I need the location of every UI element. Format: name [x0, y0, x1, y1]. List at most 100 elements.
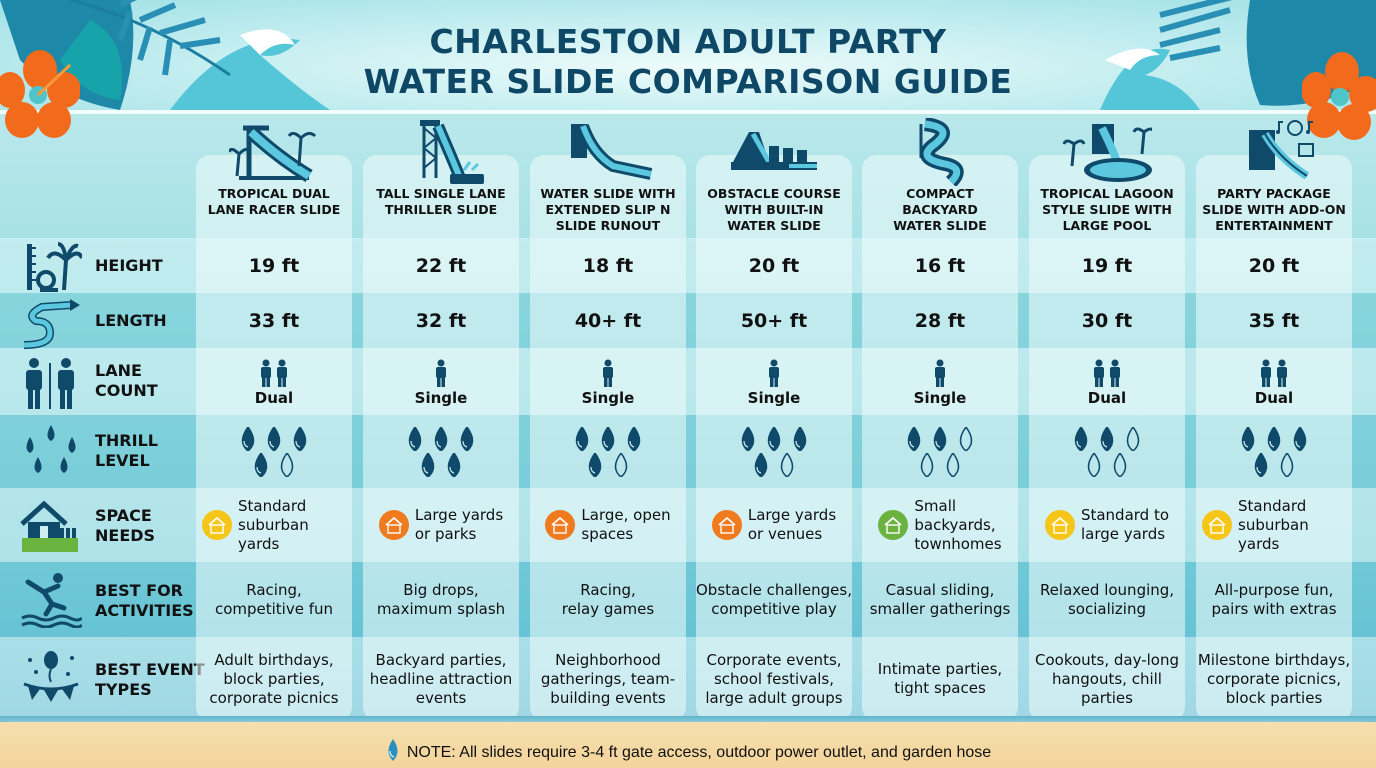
- length-value: 35 ft: [1248, 309, 1300, 332]
- lane-count-cell: Dual: [196, 352, 352, 414]
- header-divider: [0, 110, 1376, 114]
- row-label-height: HEIGHT: [95, 256, 163, 275]
- person-icon: [434, 359, 448, 387]
- space-needs-text: Standard suburban yards: [238, 496, 309, 553]
- house-badge-icon: [711, 510, 742, 540]
- best-for-activities-text: Racing, competitive fun: [214, 580, 334, 618]
- space-needs-cell: Small backyards, townhomes: [862, 490, 1018, 560]
- best-event-types-text: Adult birthdays, block parties, corporate …: [209, 650, 339, 707]
- best-event-types-text: Corporate events, school festivals, large …: [705, 650, 843, 707]
- house-badge-icon: [202, 510, 232, 540]
- lane-count-value: Single: [414, 389, 468, 407]
- length-value: 30 ft: [1081, 309, 1133, 332]
- best-event-types-text: Cookouts, day-long hangouts, chill parties: [1034, 650, 1179, 707]
- person-icon: [259, 359, 289, 387]
- person-icon: [1092, 359, 1122, 387]
- space-needs-cell: Standard suburban yards: [196, 490, 352, 560]
- space-needs-cell: Standard to large yards: [1029, 490, 1185, 560]
- water-drop-icon: [1072, 427, 1142, 477]
- wave-edge: [0, 716, 1376, 726]
- slide-name: COMPACT BACKYARD WATER SLIDE: [893, 186, 987, 233]
- lane-count-cell: Single: [696, 352, 852, 414]
- row-label-best-for-activities: BEST FOR ACTIVITIES: [95, 581, 194, 620]
- party-package-slide-icon: [1249, 120, 1314, 180]
- lane-count-value: Dual: [254, 389, 294, 407]
- best-event-types-text: Neighborhood gatherings, team-building ev…: [540, 650, 676, 707]
- row-label-thrill-level: THRILL LEVEL: [95, 431, 158, 470]
- activities-slider-splash-icon: [21, 573, 82, 628]
- thrill-level-cell: [862, 418, 1018, 486]
- slide-name: TALL SINGLE LANE THRILLER SLIDE: [376, 186, 506, 217]
- height-value: 18 ft: [582, 254, 634, 277]
- thrill-level-cell: [696, 418, 852, 486]
- best-for-activities-text: Casual sliding, smaller gatherings: [869, 580, 1011, 618]
- lane-count-value: Single: [747, 389, 801, 407]
- best-for-activities-text: Obstacle challenges, competitive play: [696, 580, 852, 618]
- footer-note: NOTE: All slides require 3-4 ft gate acc…: [0, 739, 1376, 762]
- space-needs-cell: Large yards or venues: [696, 490, 852, 560]
- length-value: 32 ft: [415, 309, 467, 332]
- space-needs-text: Small backyards, townhomes: [914, 496, 1002, 553]
- best-for-activities-text: Racing, relay games: [561, 580, 655, 618]
- sand-footer: [0, 722, 1376, 768]
- hibiscus-flower-left-icon: [0, 50, 80, 138]
- thrill-level-cell: [1196, 418, 1352, 486]
- height-value: 19 ft: [1081, 254, 1133, 277]
- lane-count-value: Single: [581, 389, 635, 407]
- house-badge-icon: [545, 510, 576, 540]
- house-badge-icon: [1202, 510, 1232, 540]
- water-drop-icon: [1239, 427, 1309, 477]
- lane-count-cell: Dual: [1196, 352, 1352, 414]
- height-value: 22 ft: [415, 254, 467, 277]
- thrill-level-cell: [1029, 418, 1185, 486]
- footer-note-text: NOTE: All slides require 3-4 ft gate acc…: [406, 744, 992, 761]
- slide-name: PARTY PACKAGE SLIDE WITH ADD-ON ENTERTAINM…: [1202, 186, 1346, 233]
- height-value: 20 ft: [748, 254, 800, 277]
- lane-count-cell: Dual: [1029, 352, 1185, 414]
- compact-spiral-slide-icon: [919, 118, 964, 186]
- space-needs-text: Standard suburban yards: [1238, 496, 1309, 553]
- hibiscus-flower-right-icon: [1302, 52, 1376, 140]
- house-badge-icon: [1044, 510, 1075, 540]
- person-icon: [767, 359, 781, 387]
- space-needs-cell: Large yards or parks: [363, 490, 519, 560]
- lane-count-value: Dual: [1087, 389, 1127, 407]
- tropical-leaves-left-icon: [0, 0, 330, 110]
- water-drop-icon: [388, 739, 398, 761]
- house-badge-icon: [878, 510, 909, 540]
- space-needs-cell: Standard suburban yards: [1196, 490, 1352, 560]
- title-line-2: WATER SLIDE COMPARISON GUIDE: [363, 62, 1013, 101]
- best-event-types-text: Intimate parties, tight spaces: [877, 660, 1003, 697]
- slip-n-slide-icon: [571, 123, 653, 180]
- height-value: 19 ft: [248, 254, 300, 277]
- obstacle-course-icon: [731, 132, 817, 170]
- best-for-activities-text: Relaxed lounging, socializing: [1039, 580, 1175, 618]
- thrill-level-cell: [196, 418, 352, 486]
- title-line-1: CHARLESTON ADULT PARTY: [429, 22, 947, 61]
- lane-count-people-icon: [26, 358, 74, 409]
- row-label-best-event-types: BEST EVENT TYPES: [95, 660, 205, 699]
- height-value: 20 ft: [1248, 254, 1300, 277]
- lagoon-pool-slide-icon: [1062, 124, 1152, 182]
- person-icon: [601, 359, 615, 387]
- event-balloon-bunting-icon: [23, 651, 79, 702]
- space-needs-text: Large yards or parks: [414, 506, 504, 543]
- space-needs-house-icon: [20, 500, 78, 552]
- slide-name: WATER SLIDE WITH EXTENDED SLIP N SLIDE RUN…: [540, 186, 676, 233]
- length-value: 50+ ft: [740, 309, 808, 332]
- water-drop-icon: [905, 427, 975, 477]
- best-event-types-text: Backyard parties, headline attraction even…: [369, 650, 513, 707]
- lane-count-cell: Single: [363, 352, 519, 414]
- best-for-activities-text: Big drops, maximum splash: [376, 580, 506, 618]
- water-drop-icon: [239, 427, 309, 477]
- row-label-space-needs: SPACE NEEDS: [95, 506, 156, 545]
- slide-name: TROPICAL LAGOON STYLE SLIDE WITH LARGE POO…: [1040, 186, 1174, 233]
- space-needs-text: Large yards or venues: [747, 506, 837, 543]
- house-badge-icon: [378, 510, 409, 540]
- height-value: 16 ft: [914, 254, 966, 277]
- lane-count-value: Single: [913, 389, 967, 407]
- space-needs-text: Standard to large yards: [1080, 506, 1170, 543]
- row-label-lane-count: LANE COUNT: [95, 361, 158, 400]
- row-label-length: LENGTH: [95, 311, 167, 330]
- thrill-level-drops-icon: [26, 425, 76, 473]
